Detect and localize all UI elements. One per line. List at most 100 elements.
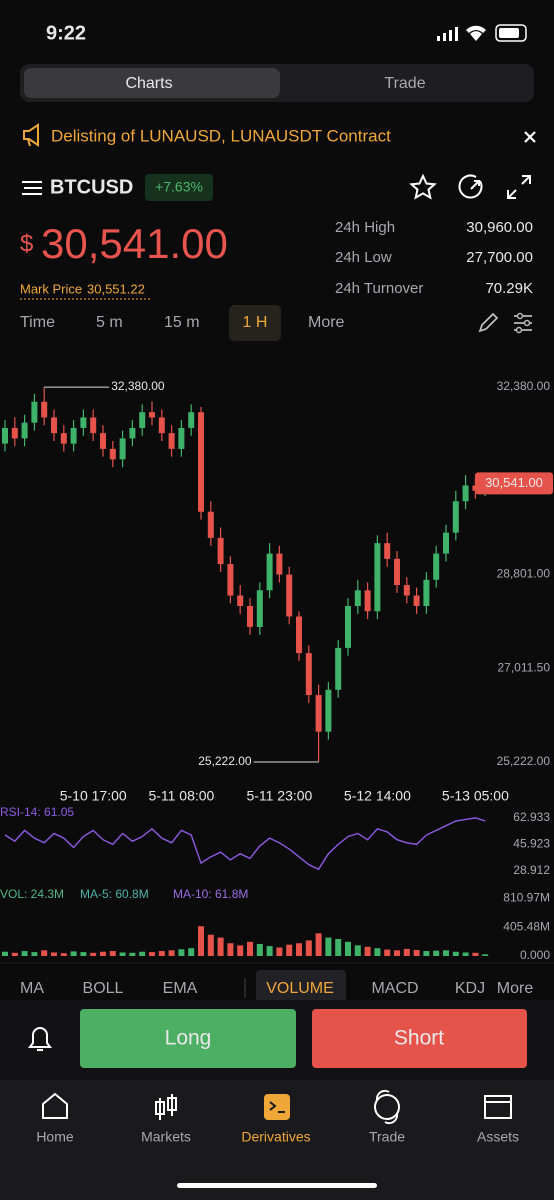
symbol[interactable]: BTCUSD (50, 176, 133, 198)
volume-bar (2, 951, 8, 956)
nav-label[interactable]: Home (36, 1129, 74, 1145)
candle-body (139, 412, 146, 428)
indicator[interactable]: VOLUME (266, 980, 334, 997)
volume-bar (178, 949, 185, 956)
indicator[interactable]: BOLL (83, 980, 124, 997)
indicator-active[interactable] (256, 970, 346, 1006)
indicator[interactable]: KDJ (455, 980, 485, 997)
volume-bar (374, 948, 381, 956)
y-tick-label: 45.923 (513, 837, 550, 851)
candle-body (354, 590, 361, 606)
interval[interactable]: 5 m (96, 314, 123, 331)
refresh-icon[interactable] (458, 174, 483, 199)
interval[interactable]: Time (20, 314, 55, 331)
close-button[interactable] (524, 131, 536, 143)
indicator[interactable]: EMA (163, 980, 198, 997)
legend: MA-5: 60.8M (80, 887, 149, 901)
indicator[interactable]: More (497, 980, 534, 997)
alert-icon[interactable] (28, 1027, 52, 1051)
volume-bar (21, 951, 28, 956)
volume-bar (227, 943, 234, 956)
candle-body (237, 595, 244, 606)
candle-body (374, 543, 381, 612)
home-icon[interactable] (42, 1092, 68, 1119)
short-label[interactable]: Short (394, 1027, 444, 1050)
candle-body (256, 590, 263, 627)
currency: $ (20, 230, 33, 257)
volume-bar (31, 952, 38, 956)
tab-active[interactable] (24, 68, 280, 98)
interval[interactable]: 1 H (243, 314, 268, 331)
volume-bar (217, 937, 224, 956)
draw-icon[interactable] (478, 312, 499, 333)
volume-bar (276, 947, 283, 956)
indicator[interactable]: MA (20, 980, 44, 997)
x-tick-label: 5-13 05:00 (442, 788, 509, 804)
volume-bar (364, 946, 371, 956)
assets-icon[interactable] (484, 1095, 512, 1119)
last-price-tag-label: 30,541.00 (485, 475, 543, 490)
menu-icon[interactable] (22, 181, 42, 195)
candle-body (119, 438, 126, 460)
nav-label[interactable]: Markets (141, 1129, 191, 1145)
candle-body (51, 417, 57, 434)
last-price: 30,541.00 (41, 220, 228, 267)
volume-bar (158, 951, 165, 956)
candle-body (149, 412, 155, 418)
nav-label[interactable]: Assets (477, 1129, 519, 1145)
tab[interactable]: Trade (384, 75, 425, 92)
x-tick-label: 5-11 23:00 (246, 788, 312, 804)
indicator[interactable]: MACD (371, 980, 418, 997)
volume-bar (237, 945, 244, 956)
candle-body (41, 401, 48, 418)
candle-body (227, 564, 234, 596)
mark-price: 30,551.22 (87, 281, 145, 296)
y-tick-label: 405.48M (503, 919, 550, 933)
expand-icon[interactable] (507, 175, 531, 199)
trade-icon[interactable] (374, 1094, 400, 1120)
candle-body (2, 427, 8, 444)
stat-value: 27,700.00 (466, 249, 533, 266)
derivatives-icon[interactable] (264, 1094, 290, 1120)
volume-bar (472, 952, 479, 956)
interval-active[interactable] (229, 305, 281, 341)
candle-body (345, 605, 351, 648)
volume-bar (100, 951, 106, 956)
volume-bar (286, 944, 293, 956)
volume-bar (403, 948, 410, 956)
y-tick-label: 0.000 (520, 948, 550, 962)
tab[interactable]: Charts (125, 75, 172, 92)
volume-bar (423, 951, 430, 956)
volume-bar (482, 954, 489, 956)
volume-bar (394, 950, 400, 956)
long-label[interactable]: Long (165, 1027, 212, 1050)
markets-icon[interactable] (155, 1094, 177, 1120)
interval[interactable]: More (308, 314, 345, 331)
stat-label: 24h Low (335, 249, 392, 266)
short-button[interactable] (312, 1009, 527, 1068)
volume-bar (384, 949, 391, 956)
home-indicator (177, 1183, 377, 1188)
nav-label[interactable]: Trade (369, 1129, 405, 1145)
candle-body (462, 485, 469, 502)
volume-bar (256, 943, 263, 956)
long-button[interactable] (80, 1009, 296, 1068)
mark-price-label: Mark Price (20, 281, 82, 296)
candle-body (247, 605, 253, 627)
volume-bar (247, 941, 253, 956)
favorite-icon[interactable] (409, 173, 437, 200)
candle-body (296, 616, 302, 654)
volume-bar (90, 952, 97, 956)
candle-body (364, 590, 371, 612)
volume-bar (315, 933, 322, 956)
notice-text[interactable]: Delisting of LUNAUSD, LUNAUSDT Contract (51, 126, 391, 145)
volume-bar (345, 941, 351, 956)
candle-body (11, 427, 18, 439)
x-tick-label: 5-10 17:00 (60, 788, 127, 804)
legend: RSI-14: 61.05 (0, 805, 74, 819)
nav-label[interactable]: Derivatives (241, 1129, 310, 1145)
interval[interactable]: 15 m (164, 314, 200, 331)
candle-body (286, 574, 293, 617)
